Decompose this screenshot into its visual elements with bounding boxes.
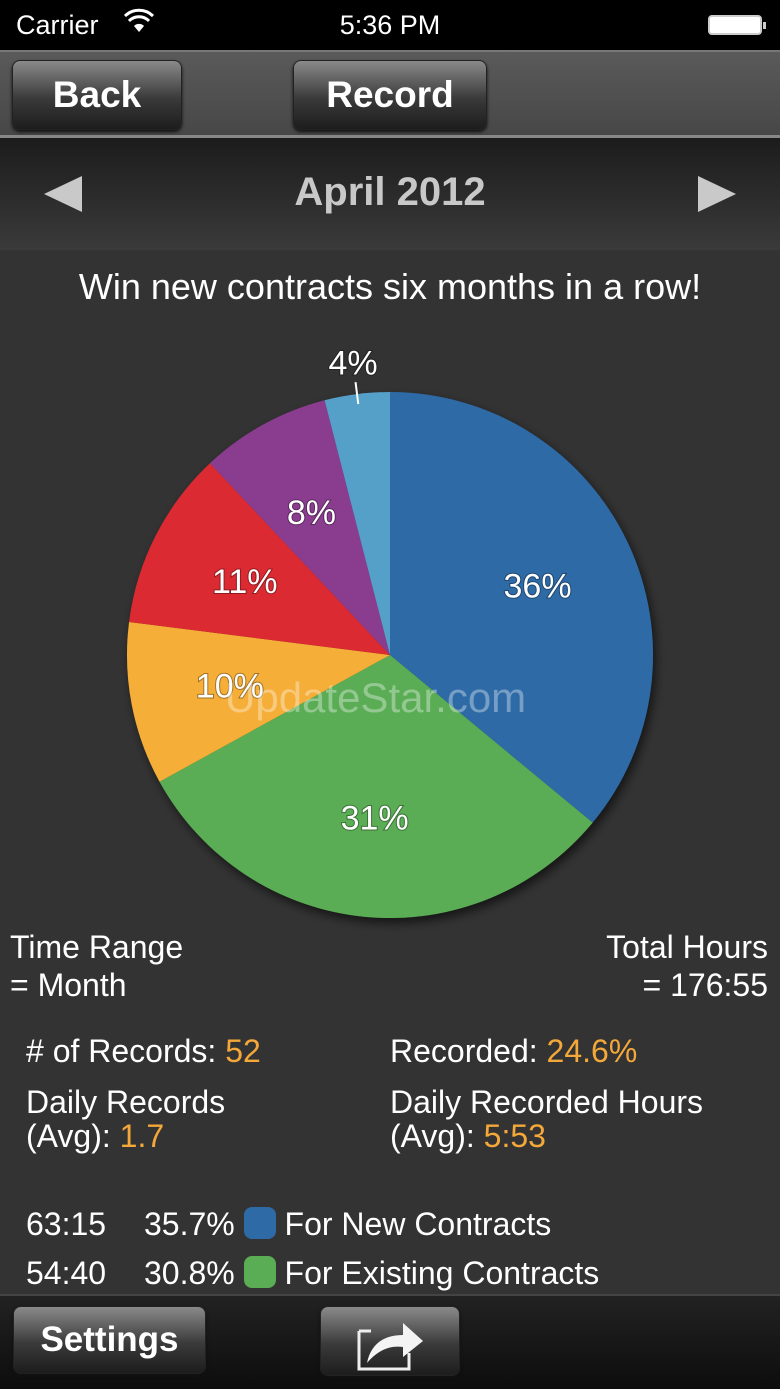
legend-row: 63:15 35.7% For New Contracts: [26, 1200, 599, 1249]
wifi-icon: [124, 8, 154, 32]
carrier-label: Carrier: [16, 10, 99, 40]
pie-slice-label: 36%: [504, 568, 572, 606]
bottom-toolbar: Settings: [0, 1294, 780, 1389]
legend: 63:15 35.7% For New Contracts 54:40 30.8% …: [26, 1200, 599, 1298]
pie-slice-label: 4%: [328, 350, 377, 382]
settings-button[interactable]: Settings: [13, 1306, 206, 1374]
pie-slice: [390, 392, 653, 823]
total-hours-label: Total Hours: [606, 929, 768, 965]
records-count: # of Records: 52: [26, 1032, 261, 1070]
daily-records: Daily Records (Avg): 1.7: [26, 1085, 225, 1153]
share-button[interactable]: [320, 1306, 460, 1376]
pie-slice: [209, 400, 390, 655]
pie-chart: 36% 31% 10% 11%8% 4%: [127, 350, 653, 919]
pie-slice-label: 8%: [287, 494, 336, 532]
clock: 5:36 PM: [339, 10, 441, 40]
legend-label: For New Contracts: [284, 1206, 552, 1242]
status-bar: Carrier 5:36 PM: [0, 0, 780, 50]
daily-records-avg-label: (Avg):: [26, 1118, 120, 1154]
daily-hours-value: 5:53: [483, 1118, 546, 1154]
total-hours-value: = 176:55: [642, 967, 768, 1003]
pie-slice-label: 10%: [196, 668, 264, 706]
legend-hours: 63:15: [26, 1206, 107, 1242]
pie-slice-label: 11%: [212, 563, 278, 601]
recorded-percent: Recorded: 24.6%: [390, 1032, 637, 1070]
daily-hours: Daily Recorded Hours (Avg): 5:53: [390, 1085, 703, 1153]
battery-icon: [708, 15, 766, 35]
legend-swatch: [243, 1207, 276, 1239]
pie-slice-label: 31%: [341, 799, 409, 837]
goal-text: Win new contracts six months in a row!: [78, 266, 702, 307]
total-hours: Total Hours = 176:55: [606, 928, 768, 1004]
previous-month-arrow-icon[interactable]: [44, 176, 82, 212]
daily-records-value: 1.7: [119, 1118, 165, 1154]
pie-label-leader: [354, 382, 360, 405]
back-button[interactable]: Back: [12, 60, 182, 130]
legend-swatch: [243, 1256, 276, 1288]
pie-slice: [159, 655, 593, 919]
share-icon: [357, 1323, 423, 1371]
records-value: 52: [225, 1033, 261, 1069]
pie-slice: [129, 463, 390, 655]
daily-hours-label: Daily Recorded Hours: [390, 1084, 704, 1120]
legend-percent: 35.7%: [144, 1206, 235, 1242]
top-toolbar: Back Record: [0, 50, 780, 138]
time-range: Time Range = Month: [10, 928, 183, 1004]
legend-percent: 30.8%: [144, 1255, 235, 1291]
legend-label: For Existing Contracts: [284, 1255, 600, 1291]
pie-slice: [127, 622, 390, 782]
legend-hours: 54:40: [26, 1255, 107, 1291]
time-range-label: Time Range: [10, 929, 184, 965]
month-title: April 2012: [294, 170, 486, 214]
recorded-label: Recorded:: [390, 1033, 547, 1069]
recorded-value: 24.6%: [546, 1033, 638, 1069]
legend-row: 54:40 30.8% For Existing Contracts: [26, 1249, 599, 1298]
records-label: # of Records:: [26, 1033, 226, 1069]
month-navigator: April 2012: [0, 138, 780, 250]
next-month-arrow-icon[interactable]: [698, 176, 736, 212]
daily-hours-avg-label: (Avg):: [390, 1118, 484, 1154]
watermark: UpdateStar.com: [225, 674, 527, 721]
time-range-value: = Month: [10, 967, 127, 1003]
pie-slice: [324, 392, 390, 655]
record-button[interactable]: Record: [293, 60, 487, 130]
daily-records-label: Daily Records: [26, 1084, 226, 1120]
